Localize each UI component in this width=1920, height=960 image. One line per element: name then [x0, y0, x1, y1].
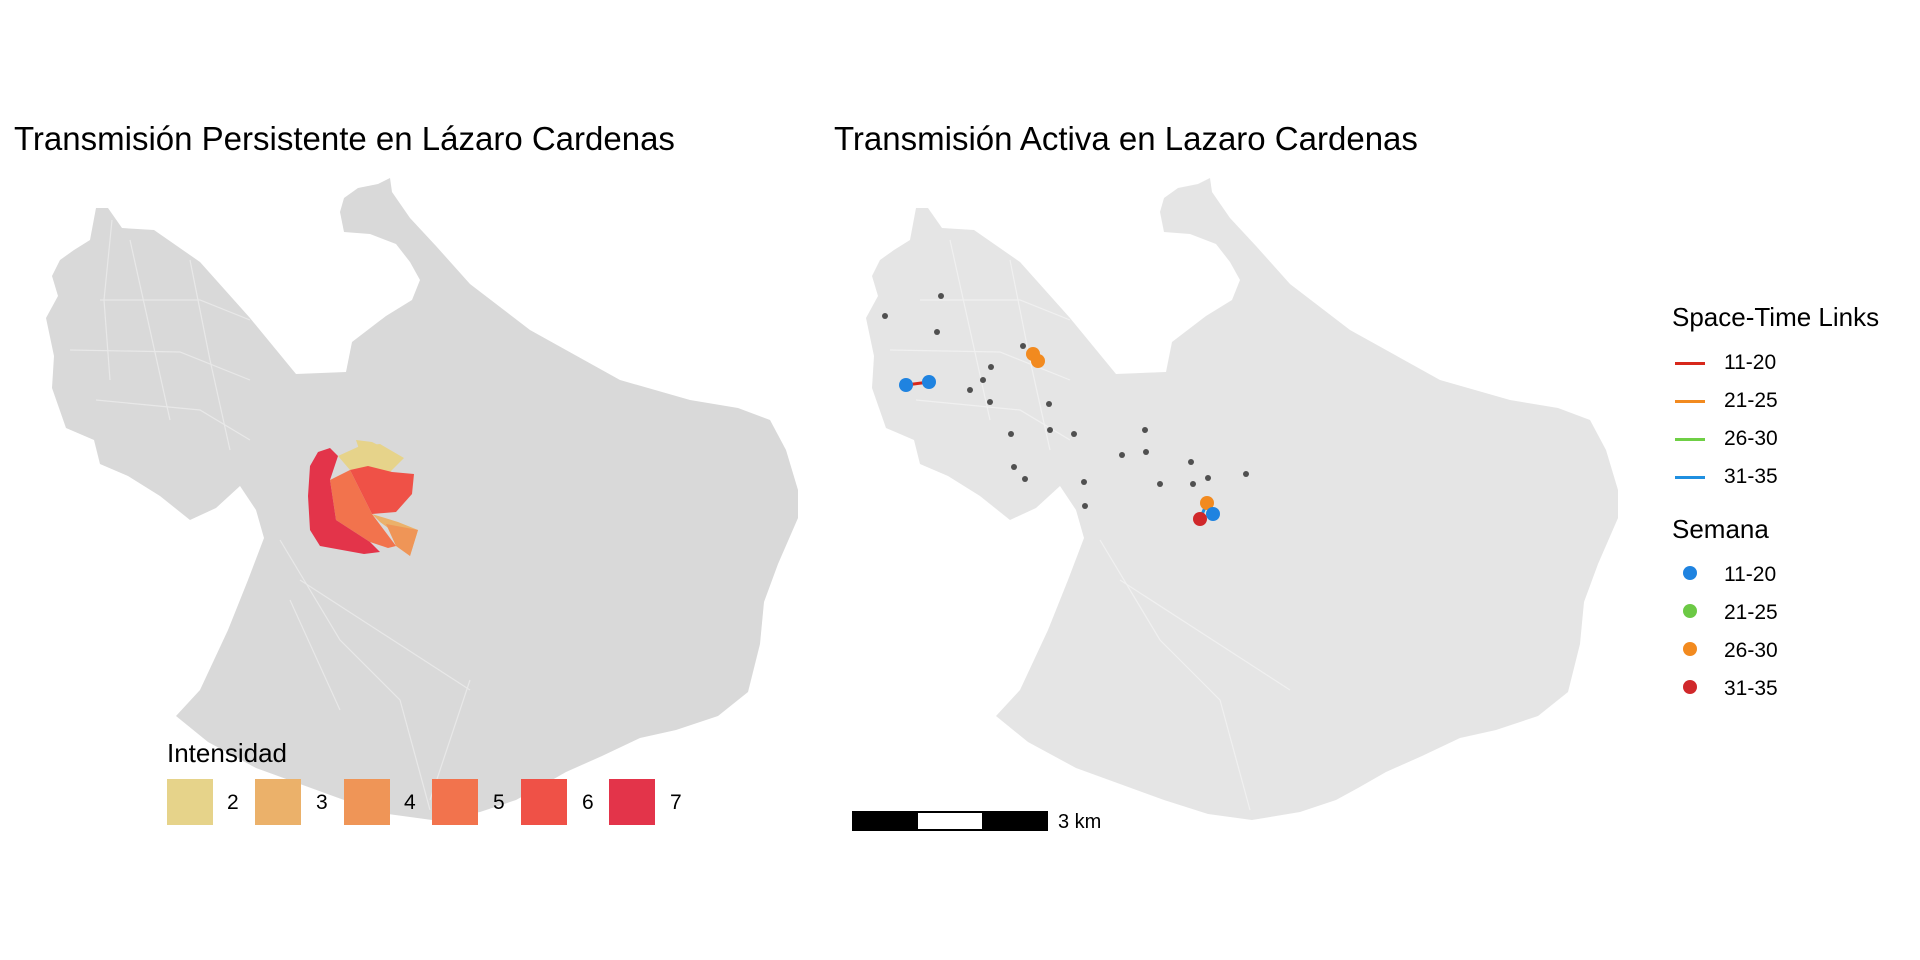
case-point: [1243, 471, 1249, 477]
intensity-polygons: [308, 440, 418, 556]
links-legend-title: Space-Time Links: [1672, 302, 1880, 332]
case-point: [1142, 427, 1148, 433]
case-point: [1190, 481, 1196, 487]
week-marker-11-20: [922, 375, 936, 389]
intensity-label: 4: [404, 791, 416, 814]
intensity-area-7: [308, 448, 380, 554]
case-point: [988, 364, 994, 370]
intensity-swatch-3: [255, 779, 301, 825]
link-key-31-35: [1675, 476, 1705, 479]
week-markers: [899, 347, 1220, 526]
links-legend-label: 26-30: [1724, 427, 1778, 450]
week-marker-11-20: [1206, 507, 1220, 521]
case-point: [1205, 475, 1211, 481]
case-point: [1082, 503, 1088, 509]
week-legend-label: 31-35: [1724, 677, 1778, 700]
case-point: [1188, 459, 1194, 465]
intensity-legend-title: Intensidad: [167, 738, 287, 768]
scale-bar-label: 3 km: [1058, 811, 1102, 833]
case-point: [934, 329, 940, 335]
intensity-label: 2: [227, 791, 239, 814]
intensity-swatch-4: [344, 779, 390, 825]
case-point: [1022, 476, 1028, 482]
week-marker-31-35: [1193, 512, 1207, 526]
week-legend-label: 21-25: [1724, 601, 1778, 624]
case-point: [1081, 479, 1087, 485]
intensity-swatch-5: [432, 779, 478, 825]
week-marker-11-20: [899, 378, 913, 392]
case-point: [967, 387, 973, 393]
week-legend-label: 11-20: [1724, 563, 1777, 586]
case-point: [980, 377, 986, 383]
intensity-area-5: [330, 470, 396, 548]
case-point: [1011, 464, 1017, 470]
neighborhood-borders: [889, 239, 1291, 811]
week-key-31-35: [1683, 680, 1697, 694]
case-point: [1157, 481, 1163, 487]
links-legend-label: 21-25: [1724, 389, 1778, 412]
intensity-swatch-2: [167, 779, 213, 825]
scale-bar: [852, 811, 1048, 831]
intensity-area-2b: [356, 440, 380, 452]
week-key-21-25: [1683, 604, 1697, 618]
left-map-title: Transmisión Persistente en Lázaro Carden…: [14, 120, 675, 157]
intensity-area-6: [350, 466, 414, 514]
case-point: [1047, 427, 1053, 433]
link-key-11-20: [1675, 362, 1705, 365]
case-point: [1020, 343, 1026, 349]
links-legend-label: 31-35: [1724, 465, 1778, 488]
link-key-26-30: [1675, 438, 1705, 441]
case-point: [1046, 401, 1052, 407]
week-marker-26-30: [1031, 354, 1045, 368]
neighborhood-borders: [69, 219, 471, 811]
case-point: [1119, 452, 1125, 458]
intensity-label: 6: [582, 791, 594, 814]
case-point: [1071, 431, 1077, 437]
persistent-transmission-map: [46, 178, 798, 820]
intensity-label: 5: [493, 791, 505, 814]
municipality-base: [866, 178, 1618, 820]
case-point: [882, 313, 888, 319]
intensity-swatch-6: [521, 779, 567, 825]
active-transmission-map: [866, 178, 1618, 820]
week-marker-26-30: [1200, 496, 1214, 510]
week-key-11-20: [1683, 566, 1697, 580]
week-legend-title: Semana: [1672, 514, 1769, 544]
case-point: [987, 399, 993, 405]
intensity-area-4: [386, 524, 418, 556]
case-point: [1143, 449, 1149, 455]
week-key-26-30: [1683, 642, 1697, 656]
link-key-21-25: [1675, 400, 1705, 403]
case-point: [1008, 431, 1014, 437]
links-legend-label: 11-20: [1724, 351, 1777, 374]
case-points: [882, 293, 1249, 509]
week-legend-label: 26-30: [1724, 639, 1778, 662]
right-map-title: Transmisión Activa en Lazaro Cardenas: [834, 120, 1418, 157]
intensity-swatch-7: [609, 779, 655, 825]
intensity-label: 3: [316, 791, 328, 814]
intensity-label: 7: [670, 791, 682, 814]
case-point: [938, 293, 944, 299]
